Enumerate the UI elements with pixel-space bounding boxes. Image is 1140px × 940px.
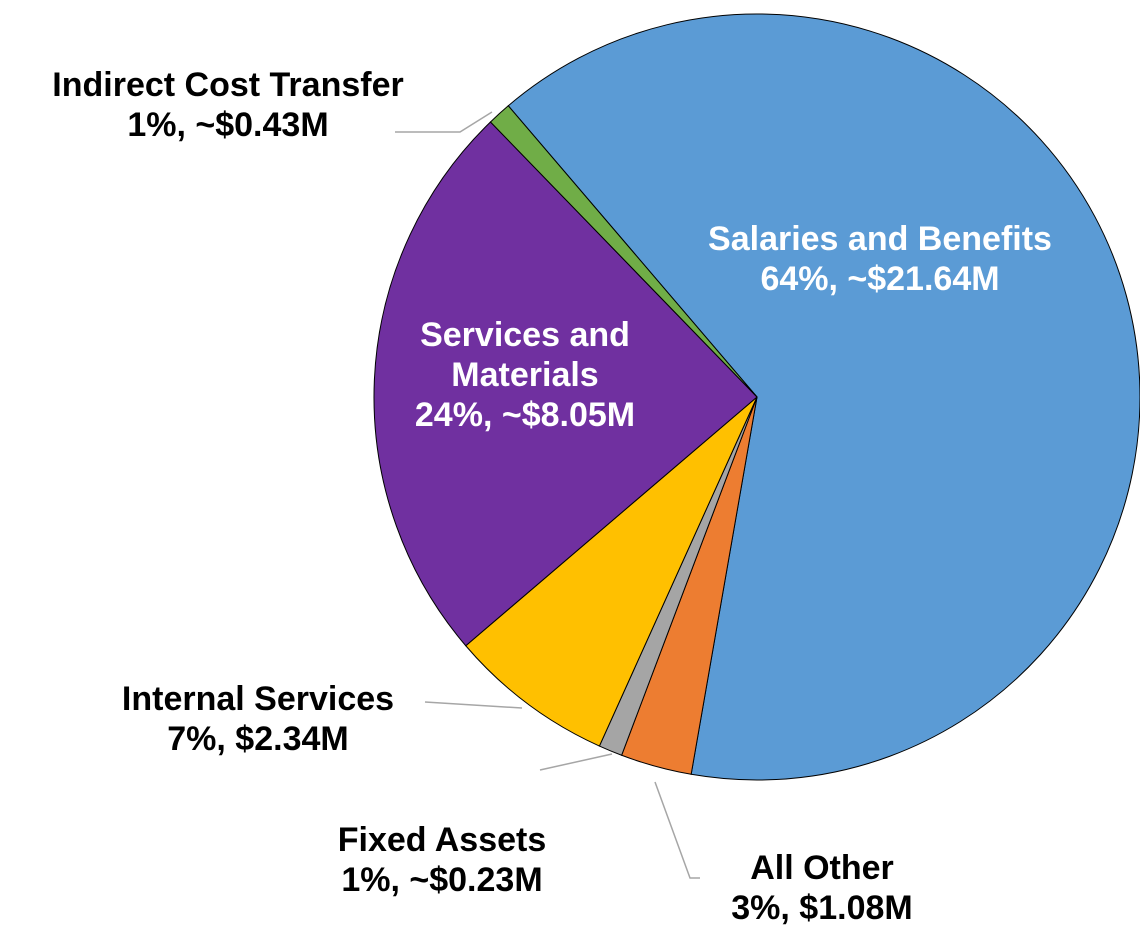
category-name: Salaries and Benefits [708,220,1052,258]
slice-label: Indirect Cost Transfer 1%, ~$0.43M [52,65,403,145]
slice-label: Salaries and Benefits 64%, ~$21.64M [650,219,1110,299]
leader-line [395,111,493,133]
category-name: Internal Services [121,680,395,718]
category-name: Fixed Assets [337,821,547,859]
leader-line [539,753,613,771]
leader-line [654,781,700,879]
slice-label: Internal Services 7%, $2.34M [122,679,394,759]
category-name: Indirect Cost Transfer [52,66,404,104]
value-label: 64%, ~$21.64M [760,260,1000,298]
pie-slice [507,13,1140,781]
pie-slice [465,396,758,747]
value-label: 1%, ~$0.23M [341,861,543,899]
value-label: 7%, $2.34M [167,720,349,758]
slice-label: Fixed Assets 1%, ~$0.23M [338,820,547,900]
category-name: All Other [750,849,894,887]
value-label: 1%, ~$0.43M [127,106,329,144]
leader-line [424,701,523,709]
category-name: Services and Materials [420,316,630,394]
value-label: 3%, $1.08M [731,889,913,927]
pie-slice [373,121,758,647]
slice-label: All Other 3%, $1.08M [731,848,912,928]
value-label: 24%, ~$8.05M [414,396,636,434]
slice-label: Services and Materials 24%, ~$8.05M [390,315,660,435]
pie-slice [489,105,758,398]
